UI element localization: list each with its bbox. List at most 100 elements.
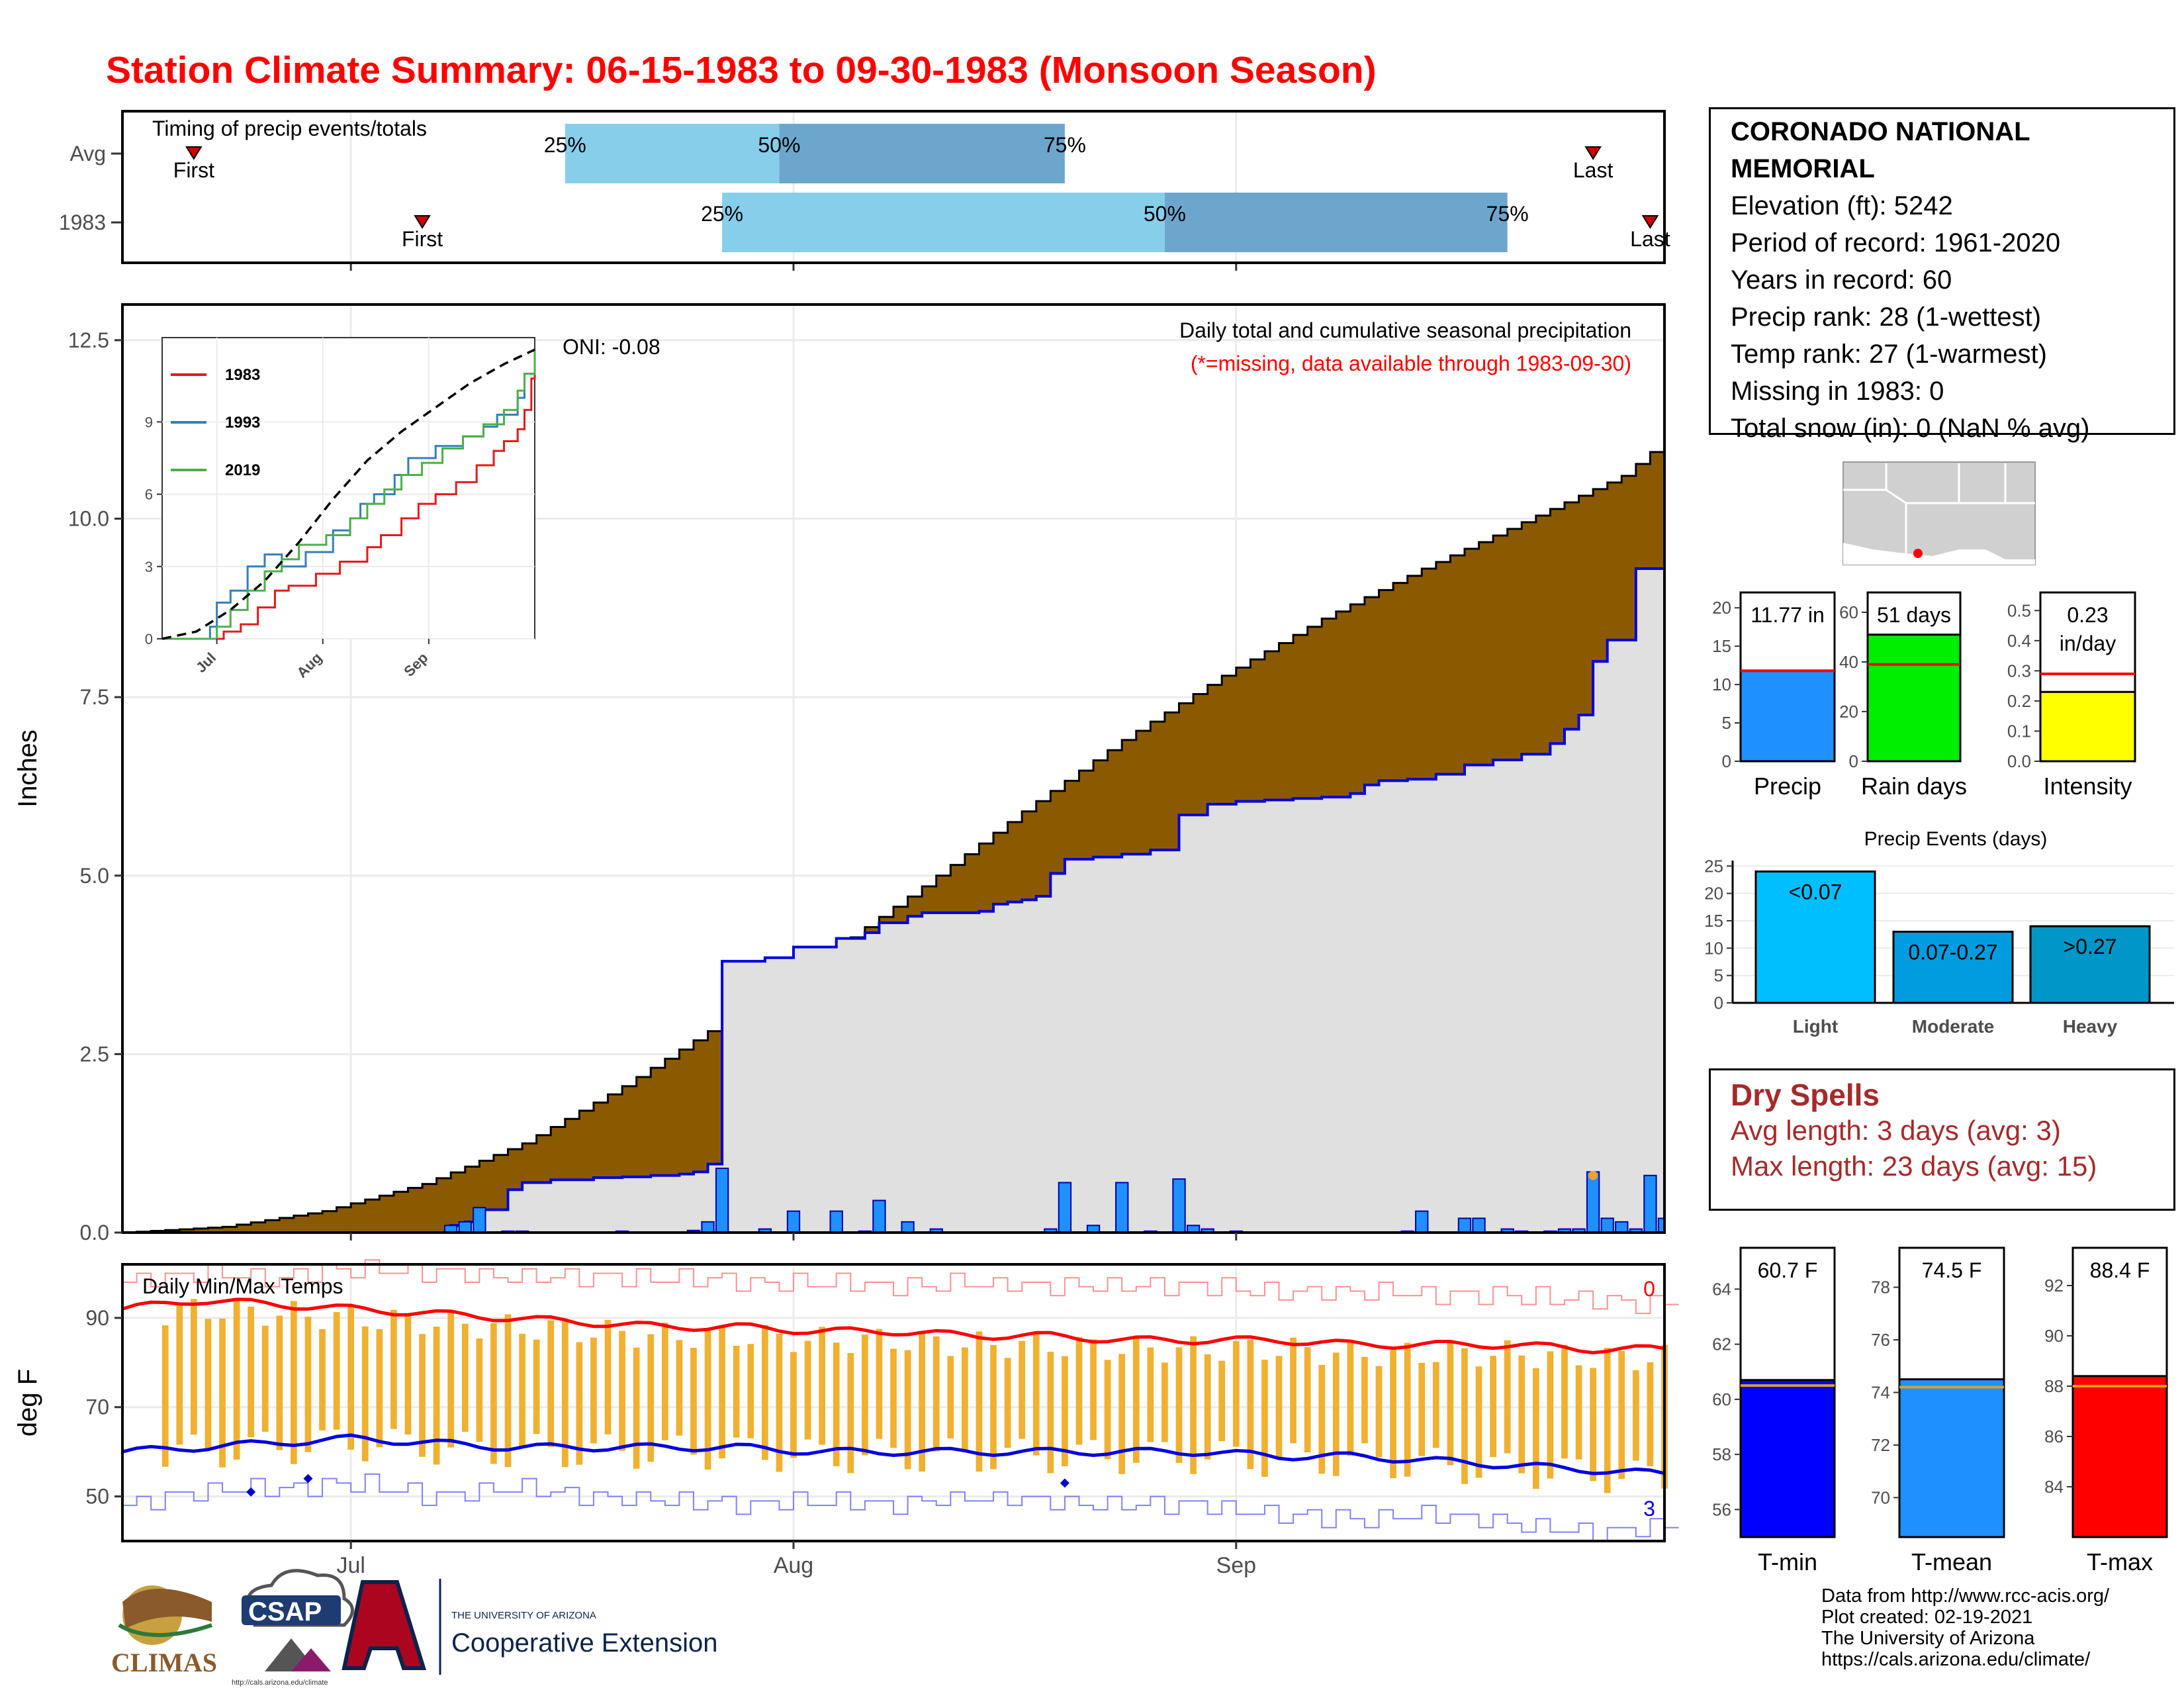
daily-temp-bar (248, 1306, 255, 1438)
daily-precip-bar (1702, 1207, 1713, 1233)
events-bar-label: 0.07-0.27 (1908, 941, 1997, 964)
obs-cumulative-line (122, 532, 1664, 1233)
timing-bar-25-50 (565, 124, 780, 183)
daily-temp-bar (1375, 1366, 1383, 1458)
daily-precip-bar (786, 1210, 801, 1233)
daily-temp-bar (161, 1325, 169, 1467)
daily-precip-bar (1643, 1174, 1657, 1233)
timing-first-label: First (402, 227, 443, 251)
daily-temp-bar (1404, 1342, 1411, 1477)
station-period: Period of record: 1961-2020 (1731, 228, 2061, 258)
totals-2-bar (2039, 690, 2136, 763)
temps-frame (121, 1263, 1666, 1542)
daily-temp-bar (1490, 1356, 1496, 1458)
daily-temp-bar (890, 1348, 897, 1448)
daily-precip-bar (715, 1167, 729, 1233)
daily-temp-bar (1647, 1362, 1654, 1466)
station-years: Years in record: 60 (1731, 265, 1952, 295)
totals-2-ytick-label: 0.3 (2007, 661, 2031, 680)
daily-temp-bar (291, 1301, 297, 1464)
daily-temp-bar (904, 1350, 911, 1470)
daily-temp-bar (504, 1314, 512, 1468)
daily-extreme-marker (1588, 1170, 1598, 1180)
daily-temp-bar (376, 1329, 383, 1448)
daily-temp-bar (490, 1323, 497, 1464)
avg-min-line (122, 1433, 1665, 1476)
tm-0-label: T-min (1758, 1548, 1817, 1575)
tm-0-ytick-label: 60 (1712, 1389, 1731, 1409)
totals-0-ytick-label: 20 (1712, 598, 1731, 618)
totals-0-ytick-label: 5 (1722, 713, 1731, 733)
events-category-label: Heavy (2063, 1016, 2118, 1037)
totals-2-label: Intensity (2043, 773, 2132, 800)
timing-row-label: Avg (69, 142, 106, 165)
timing-last-marker (1641, 215, 1659, 229)
totals-0-ytick-label: 15 (1712, 636, 1731, 656)
events-ytick-label: 5 (1714, 966, 1723, 986)
temps-missing-max: 0 (1643, 1277, 1655, 1301)
daily-temp-bar (1432, 1362, 1439, 1448)
record-low-marker (1060, 1478, 1069, 1488)
totals-2-value-label-2: in/day (2060, 632, 2116, 655)
climas-text: CLIMAS (111, 1648, 217, 1677)
daily-temp-bar (1218, 1360, 1226, 1442)
timing-q50-label: 50% (1144, 202, 1186, 226)
events-ytick-label: 10 (1704, 938, 1723, 958)
daily-temp-bar (1561, 1344, 1568, 1459)
record-low-marker (303, 1474, 313, 1483)
daily-temp-bar (1347, 1340, 1354, 1456)
events-bar (2029, 925, 2151, 1004)
daily-temp-bar (990, 1344, 997, 1470)
daily-temp-bar (647, 1334, 655, 1462)
daily-temp-bar (233, 1299, 240, 1460)
daily-temp-bar (576, 1342, 583, 1465)
daily-temp-bar (319, 1329, 326, 1430)
tm-0-ytick-label: 56 (1712, 1499, 1731, 1519)
daily-temp-bar (1447, 1342, 1454, 1466)
daily-temp-bar (1332, 1352, 1340, 1476)
daily-precip-bar (701, 1221, 715, 1233)
daily-temp-bar (1418, 1362, 1426, 1456)
tm-2-ytick-label: 92 (2044, 1276, 2064, 1295)
daily-temp-bar (733, 1345, 740, 1438)
daily-temp-bar (776, 1333, 783, 1472)
daily-temp-bar (619, 1331, 625, 1451)
daily-temp-bar (604, 1319, 612, 1434)
dry-spells-title: Dry Spells (1731, 1078, 1880, 1112)
tm-1-bar (1898, 1378, 2005, 1538)
daily-precip-bar (1600, 1217, 1614, 1233)
daily-temp-bar (676, 1340, 683, 1436)
tm-0-ytick-label: 58 (1712, 1444, 1731, 1464)
daily-temp-bar (1590, 1368, 1596, 1481)
daily-temp-bar (1275, 1356, 1283, 1460)
totals-1-bar (1866, 633, 1962, 763)
cum-excess-segment (1664, 394, 1679, 437)
daily-temp-bar (433, 1327, 440, 1465)
totals-1-ytick-label: 0 (1849, 751, 1858, 771)
tm-2-bar (2071, 1375, 2168, 1538)
totals-0-ytick-label: 10 (1712, 675, 1731, 694)
daily-temp-bar (1504, 1340, 1511, 1454)
tm-1-ytick-label: 72 (1871, 1435, 1890, 1455)
events-category-label: Light (1793, 1016, 1838, 1037)
daily-temp-bar (347, 1305, 355, 1450)
daily-temp-bar (404, 1313, 412, 1434)
temps-ytick-label: 50 (85, 1485, 109, 1509)
daily-precip-bar (1415, 1210, 1429, 1233)
station-info-box: CORONADO NATIONAL MEMORIAL Elevation (ft… (1709, 107, 2175, 443)
daily-temp-bar (962, 1347, 968, 1452)
cum-missing-marker: 3 (1693, 1186, 1705, 1210)
daily-temp-bar (933, 1336, 940, 1452)
totals-2-ytick-label: 0.4 (2007, 631, 2031, 651)
daily-precip-bar (1615, 1221, 1629, 1233)
daily-temp-bar (390, 1309, 397, 1429)
temps-ylabel: deg F (13, 1369, 42, 1436)
daily-precip-bar (829, 1210, 843, 1233)
avg-max-line (122, 1297, 1665, 1355)
inset-series-1983 (162, 350, 536, 640)
station-precip-rank: Precip rank: 28 (1-wettest) (1731, 303, 2042, 332)
timing-first-marker (185, 146, 203, 160)
daily-temp-bar (1390, 1347, 1396, 1479)
tm-0-ytick-label: 64 (1712, 1279, 1731, 1299)
daily-temp-bar (533, 1339, 540, 1434)
